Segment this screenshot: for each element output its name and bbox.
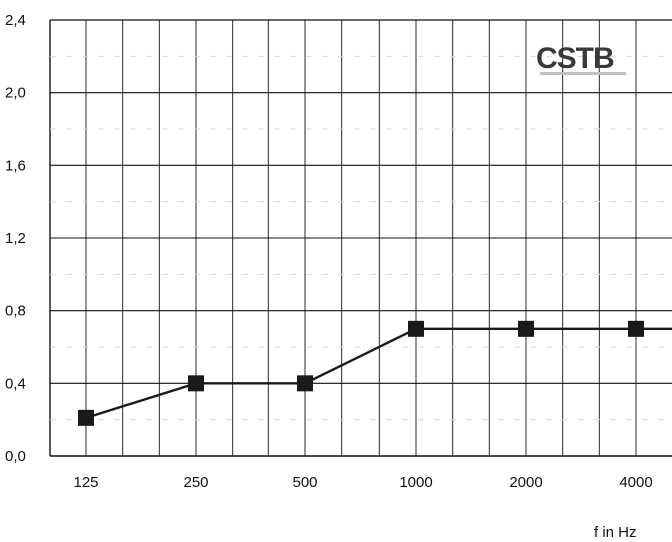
data-point-marker — [297, 375, 313, 392]
grid — [49, 19, 672, 457]
x-axis-label: f in Hz — [594, 524, 637, 541]
logo-underline — [540, 72, 626, 75]
x-tick-label: 250 — [183, 474, 208, 491]
x-tick-label: 125 — [73, 474, 98, 491]
y-tick-label: 0,8 — [5, 303, 26, 320]
data-point-marker — [408, 320, 424, 337]
y-tick-label: 2,4 — [5, 12, 26, 29]
data-point-marker — [188, 375, 204, 392]
data-point-marker — [628, 320, 644, 337]
series — [78, 320, 672, 426]
x-tick-labels: 125 250 500 1000 2000 4000 — [73, 474, 652, 491]
data-point-marker — [518, 320, 534, 337]
y-tick-label: 1,2 — [5, 230, 26, 247]
y-tick-label: 0,0 — [5, 448, 26, 465]
x-tick-label: 500 — [292, 474, 317, 491]
x-tick-label: 4000 — [619, 474, 652, 491]
logo-text: CSTB — [536, 42, 614, 75]
x-tick-label: 2000 — [509, 474, 542, 491]
y-tick-label: 2,0 — [5, 85, 26, 102]
data-point-marker — [78, 409, 94, 426]
y-tick-label: 0,4 — [5, 375, 26, 392]
series-line — [85, 327, 636, 419]
x-tick-label: 1000 — [399, 474, 432, 491]
y-tick-label: 1,6 — [5, 157, 26, 174]
y-tick-labels: 0,0 0,4 0,8 1,2 1,6 2,0 2,4 — [5, 12, 26, 465]
